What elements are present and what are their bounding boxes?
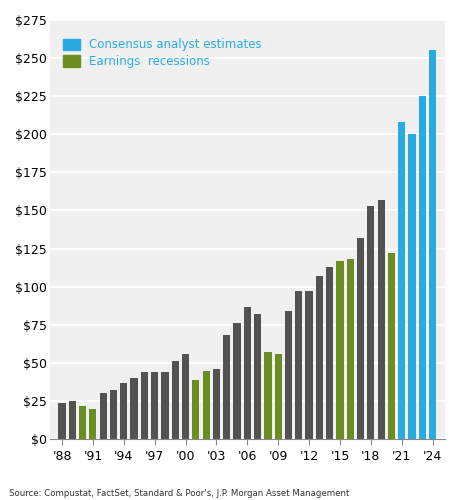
Bar [68,401,76,439]
Bar [428,50,435,439]
Bar [274,354,281,439]
Bar [202,370,209,439]
Bar [151,372,158,439]
Bar [356,238,364,439]
Bar [243,306,250,439]
Bar [377,200,384,439]
Bar [58,402,66,439]
Bar [397,122,404,439]
Bar [99,394,106,439]
Bar [336,261,343,439]
Bar [140,372,148,439]
Bar [223,336,230,439]
Bar [213,369,219,439]
Bar [284,311,291,439]
Bar [182,354,189,439]
Bar [120,382,127,439]
Bar [387,253,394,439]
Bar [418,96,425,439]
Bar [264,352,271,439]
Bar [171,362,179,439]
Bar [79,406,86,439]
Bar [110,390,117,439]
Bar [325,267,333,439]
Text: Source: Compustat, FactSet, Standard & Poor's, J.P. Morgan Asset Management: Source: Compustat, FactSet, Standard & P… [9,488,349,498]
Bar [346,260,353,439]
Bar [408,134,415,439]
Bar [89,408,96,439]
Bar [130,378,137,439]
Bar [315,276,322,439]
Bar [366,206,374,439]
Bar [161,372,168,439]
Legend: Consensus analyst estimates, Earnings  recessions: Consensus analyst estimates, Earnings re… [63,38,262,68]
Bar [192,380,199,439]
Bar [233,324,240,439]
Bar [305,292,312,439]
Bar [253,314,261,439]
Bar [295,292,302,439]
